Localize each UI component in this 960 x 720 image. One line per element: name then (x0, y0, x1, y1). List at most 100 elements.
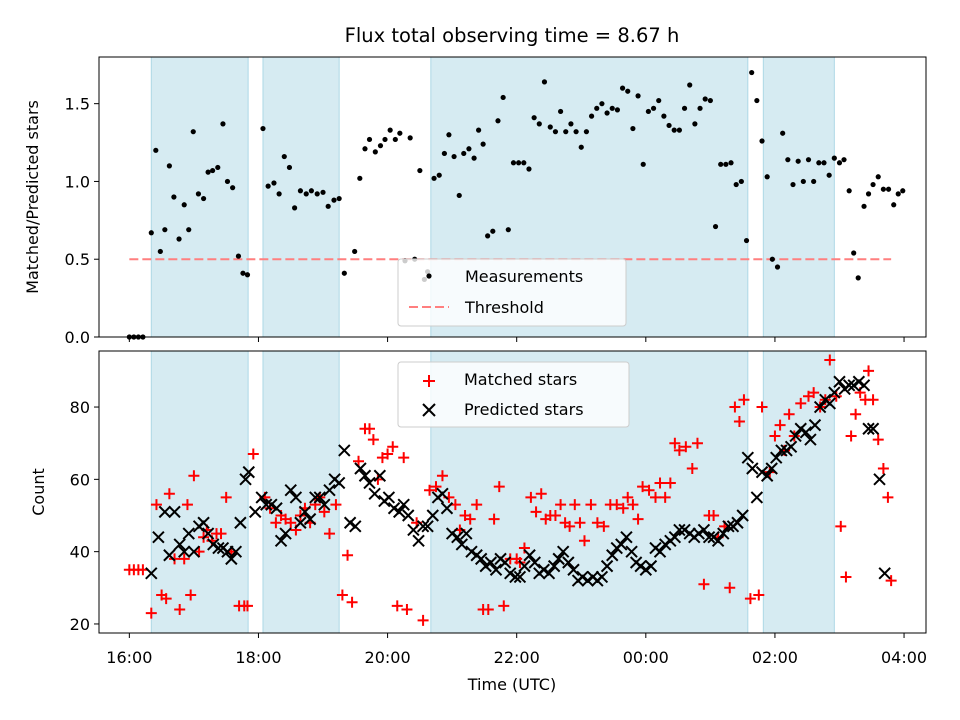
x-tick-label: 04:00 (881, 648, 927, 667)
measurement-point (382, 136, 388, 143)
matched-star-point (564, 520, 576, 532)
matched-star-point (708, 510, 720, 521)
legend-threshold-label: Threshold (464, 298, 544, 317)
measurement-point (157, 248, 163, 255)
measurement-point (297, 188, 304, 194)
predicted-star-point (465, 545, 478, 558)
measurement-point (531, 115, 537, 121)
measurement-point (392, 136, 398, 143)
predicted-star-point (746, 462, 759, 475)
measurement-point (568, 121, 574, 127)
predicted-star-point (197, 516, 210, 529)
measurement-point (645, 108, 651, 115)
matched-star-point (659, 491, 671, 503)
top-legend: Measurements Threshold (397, 258, 627, 327)
predicted-star-point (866, 422, 880, 435)
matched-star-point (885, 575, 897, 587)
measurement-point (614, 107, 621, 113)
measurement-point (738, 178, 744, 185)
matched-star-point (733, 416, 745, 427)
matched-star-point (669, 437, 681, 449)
matched-star-point (367, 434, 379, 446)
measurement-point (331, 197, 337, 203)
matched-star-point (783, 408, 795, 420)
predicted-star-point (455, 538, 469, 551)
measurement-point (303, 191, 309, 197)
matched-star-point (336, 589, 348, 601)
predicted-star-point (279, 527, 292, 540)
legend-matched-label: Matched stars (464, 370, 577, 389)
matched-star-point (808, 387, 820, 399)
matched-star-point (611, 499, 623, 511)
measurement-point (436, 172, 442, 178)
measurement-point (357, 175, 363, 181)
count-panel: 20 40 60 80 16:00 18:00 20:00 22:00 00:00 02:00 0… (29, 350, 927, 694)
predicted-star-point (678, 523, 691, 537)
measurement-point (148, 230, 154, 236)
predicted-star-point (799, 426, 813, 439)
measurement-point (510, 160, 517, 166)
predicted-star-point (717, 527, 730, 540)
y-tick-label: 0.5 (65, 250, 90, 269)
measurement-point (805, 157, 812, 163)
predicted-star-point (249, 505, 262, 519)
observing-interval (150, 56, 249, 338)
matched-star-point (850, 408, 862, 420)
predicted-star-point (338, 444, 351, 457)
predicted-star-point (484, 556, 498, 569)
predicted-star-point (765, 462, 778, 475)
predicted-star-point (862, 422, 875, 435)
matched-star-point (145, 607, 157, 619)
measurement-point (841, 157, 847, 163)
measurement-point (625, 88, 631, 94)
measurement-point (325, 203, 331, 209)
legend-measurements-label: Measurements (465, 267, 583, 286)
legend-matched-marker (423, 375, 435, 387)
matched-star-point (436, 470, 448, 482)
measurement-point (286, 164, 293, 171)
predicted-star-point (878, 567, 891, 580)
matched-star-point (382, 448, 394, 460)
predicted-star-point (168, 505, 181, 519)
top-axes-frame (98, 56, 927, 338)
matched-star-point (637, 481, 649, 493)
predicted-star-point (528, 556, 541, 569)
predicted-star-point (741, 451, 755, 464)
measurement-point (547, 124, 553, 130)
measurement-point (780, 130, 786, 136)
y-tick-label: 40 (70, 543, 90, 562)
matched-star-point (535, 488, 547, 500)
predicted-star-point (373, 469, 387, 482)
measurement-point (795, 158, 801, 164)
matched-star-point (188, 470, 200, 482)
x-tick-label: 18:00 (235, 648, 281, 667)
y-tick-label: 60 (70, 470, 90, 489)
predicted-star-point (436, 487, 449, 501)
matched-star-point (872, 434, 884, 446)
measurement-point (891, 202, 897, 208)
predicted-star-point (847, 379, 860, 392)
measurement-point (352, 248, 358, 255)
predicted-star-point (460, 527, 473, 540)
predicted-star-point (576, 570, 589, 584)
measurement-point (656, 97, 662, 104)
matched-star-point (323, 528, 335, 540)
predicted-star-point (479, 559, 492, 573)
predicted-star-point (349, 520, 362, 533)
predicted-star-point (808, 418, 822, 432)
predicted-star-point (163, 549, 176, 562)
predicted-star-point (606, 549, 619, 562)
predicted-star-point (567, 563, 580, 576)
y-tick-label: 20 (70, 615, 90, 634)
matched-star-point (555, 499, 567, 511)
measurement-point (308, 188, 314, 194)
predicted-star-point (187, 545, 201, 558)
measurement-point (666, 122, 672, 129)
predicted-star-point (755, 465, 769, 479)
top-x-ticks (128, 337, 905, 342)
measurement-point (723, 161, 729, 167)
observing-interval (762, 56, 835, 338)
predicted-star-point (489, 563, 503, 576)
matched-star-point (285, 517, 297, 529)
predicted-star-point (736, 509, 749, 522)
